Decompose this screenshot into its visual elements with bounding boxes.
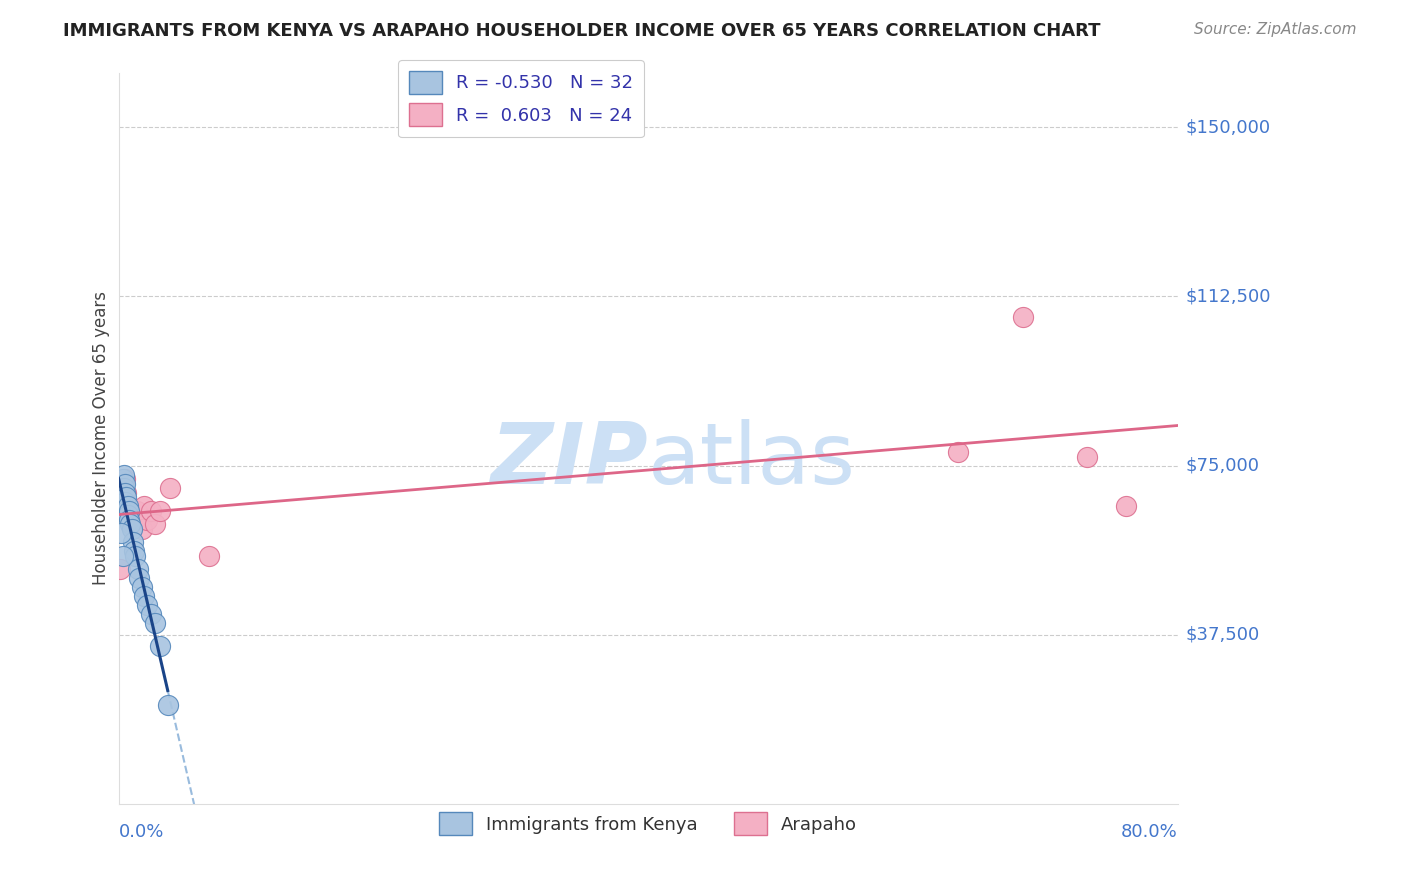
Text: atlas: atlas [648,419,856,502]
Point [946,445,969,459]
Point [143,616,166,631]
Point [128,513,150,527]
Point [134,590,156,604]
Point [112,481,135,495]
Text: $37,500: $37,500 [1187,626,1260,644]
Point [114,476,136,491]
Point [115,485,138,500]
Point [128,571,150,585]
Point [115,490,138,504]
Point [136,513,159,527]
Point [136,599,159,613]
Point [111,472,134,486]
Point [1011,310,1033,324]
Point [111,549,134,563]
Point [118,513,141,527]
Point [122,517,145,532]
Point [122,535,145,549]
Point [118,504,141,518]
Point [115,504,138,518]
Point [139,607,162,622]
Point [121,513,143,527]
Point [120,517,142,532]
Text: $75,000: $75,000 [1187,457,1260,475]
Point [124,549,146,563]
Text: IMMIGRANTS FROM KENYA VS ARAPAHO HOUSEHOLDER INCOME OVER 65 YEARS CORRELATION CH: IMMIGRANTS FROM KENYA VS ARAPAHO HOUSEHO… [63,22,1101,40]
Text: ZIP: ZIP [491,419,648,502]
Point [131,581,153,595]
Y-axis label: Householder Income Over 65 years: Householder Income Over 65 years [93,292,110,585]
Point [125,504,148,518]
Point [1115,499,1137,513]
Point [122,544,145,558]
Point [111,504,134,518]
Point [110,476,132,491]
Point [143,517,166,532]
Point [149,639,172,653]
Point [127,562,149,576]
Point [111,490,134,504]
Point [131,522,153,536]
Point [114,472,136,486]
Point [108,562,131,576]
Point [198,549,221,563]
Point [112,467,135,482]
Point [114,485,136,500]
Point [139,504,162,518]
Text: $150,000: $150,000 [1187,118,1271,136]
Text: 80.0%: 80.0% [1121,823,1178,841]
Legend: Immigrants from Kenya, Arapaho: Immigrants from Kenya, Arapaho [432,805,865,842]
Point [108,494,131,508]
Point [110,476,132,491]
Point [159,481,181,495]
Point [156,698,179,712]
Point [118,504,141,518]
Point [112,490,135,504]
Point [149,504,172,518]
Point [110,485,132,500]
Point [134,499,156,513]
Text: Source: ZipAtlas.com: Source: ZipAtlas.com [1194,22,1357,37]
Point [1076,450,1098,464]
Point [121,522,143,536]
Point [117,508,139,523]
Point [110,526,132,541]
Text: 0.0%: 0.0% [118,823,165,841]
Point [117,499,139,513]
Point [117,499,139,513]
Point [114,494,136,508]
Text: $112,500: $112,500 [1187,287,1271,305]
